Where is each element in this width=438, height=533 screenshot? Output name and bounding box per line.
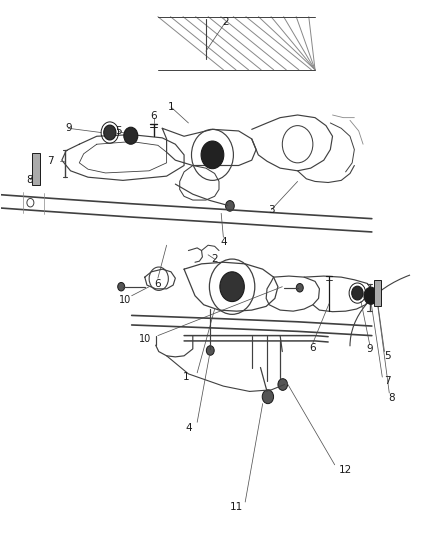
Circle shape	[220, 272, 244, 302]
Text: 2: 2	[211, 254, 218, 264]
Text: 8: 8	[388, 393, 395, 403]
Text: 6: 6	[155, 279, 161, 288]
Text: 10: 10	[119, 295, 131, 305]
Circle shape	[201, 141, 224, 168]
Circle shape	[364, 287, 378, 304]
Text: 1: 1	[183, 372, 190, 382]
Text: 6: 6	[150, 110, 157, 120]
Text: 2: 2	[222, 17, 229, 27]
Text: 3: 3	[268, 205, 275, 215]
Circle shape	[124, 127, 138, 144]
Circle shape	[262, 390, 274, 403]
Text: 10: 10	[139, 334, 151, 344]
Text: 1: 1	[168, 102, 174, 112]
Text: 11: 11	[230, 502, 243, 512]
Text: 8: 8	[26, 175, 32, 185]
Text: 5: 5	[115, 126, 122, 136]
Circle shape	[226, 200, 234, 211]
Text: 9: 9	[366, 344, 373, 354]
Bar	[374, 280, 381, 306]
Text: 9: 9	[65, 123, 72, 133]
Circle shape	[118, 282, 125, 291]
Circle shape	[296, 284, 303, 292]
Circle shape	[278, 378, 288, 390]
Text: 4: 4	[185, 423, 192, 433]
Text: 5: 5	[384, 351, 390, 361]
Text: 7: 7	[384, 376, 390, 386]
Bar	[32, 153, 40, 184]
Circle shape	[206, 346, 214, 356]
Circle shape	[352, 286, 363, 300]
Text: 4: 4	[220, 237, 227, 247]
Text: 7: 7	[48, 156, 54, 166]
Text: 6: 6	[310, 343, 316, 353]
Circle shape	[104, 125, 116, 140]
Text: 12: 12	[339, 465, 352, 475]
